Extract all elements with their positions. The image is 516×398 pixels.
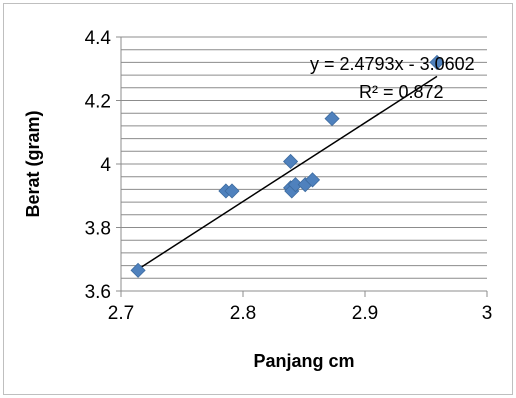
data-point [283,153,299,170]
data-point [324,111,340,127]
tick-labels: 2.7 2.8 2.9 3 3.6 3.8 4 4.2 4.4 [85,28,493,324]
y-axis-title: Berat (gram) [23,110,43,217]
chart-area: 2.7 2.8 2.9 3 3.6 3.8 4 4.2 4.4 Panjang cm Berat… [3,3,513,395]
y-tick-label: 3.8 [85,219,111,240]
scatter-chart: 2.7 2.8 2.9 3 3.6 3.8 4 4.2 4.4 Panjang cm Berat… [23,28,493,371]
x-tick-label: 2.7 [108,303,134,324]
data-point [304,172,321,188]
y-tick-label: 4 [100,155,111,176]
axes [116,36,488,297]
data-point [429,54,445,70]
y-tick-label: 4.2 [85,92,111,113]
trendline-group [137,75,438,270]
x-tick-label: 2.8 [230,303,256,324]
x-tick-label: 3 [482,303,493,324]
r-squared-label: R² = 0.872 [359,82,444,102]
y-tick-label: 4.4 [85,28,112,49]
data-point [224,183,240,199]
trendline [137,75,438,270]
x-tick-label: 2.9 [352,303,378,324]
y-tick-label: 3.6 [85,282,111,303]
data-point [130,262,146,278]
x-axis-title: Panjang cm [253,351,354,371]
data-points [130,54,445,278]
gridlines [121,36,487,292]
trendline-equation: y = 2.4793x - 3.0602 [310,54,475,74]
